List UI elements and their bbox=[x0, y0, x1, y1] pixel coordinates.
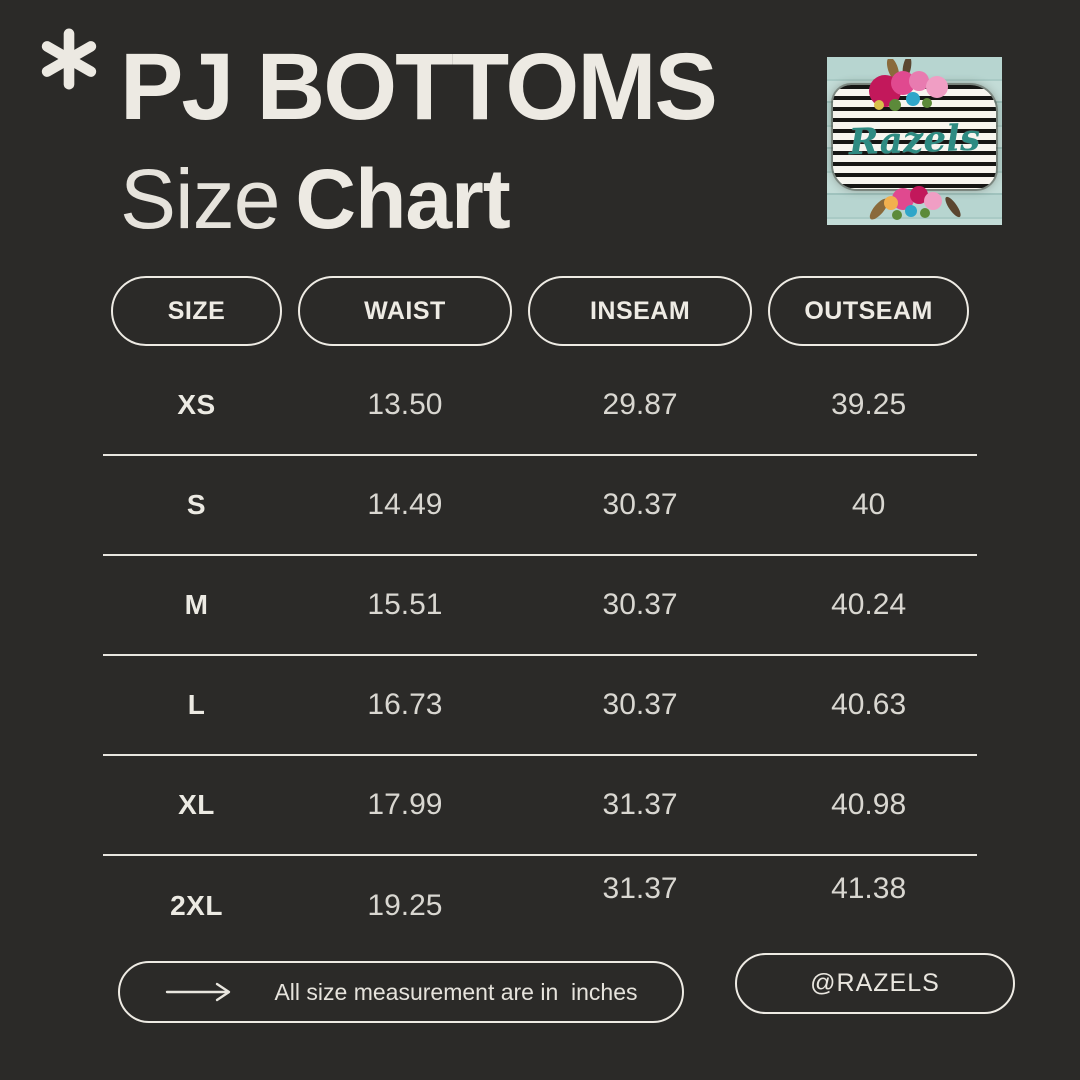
measurement-note-pill: All size measurement are in inches bbox=[118, 961, 684, 1023]
asterisk-icon bbox=[41, 28, 97, 90]
cell-inseam: 30.37 bbox=[602, 488, 678, 521]
brand-logo: Razels bbox=[827, 57, 1002, 225]
cell-inseam: 30.37 bbox=[602, 688, 678, 721]
title-subtitle-chart: Chart bbox=[295, 152, 510, 246]
measurement-note-text: All size measurement are in inches bbox=[274, 978, 638, 1005]
cell-waist: 13.50 bbox=[367, 388, 443, 421]
cell-outseam: 41.38 bbox=[831, 872, 907, 905]
table-row: 2XL 19.25 31.37 41.38 bbox=[103, 856, 977, 948]
table-row: L 16.73 30.37 40.63 bbox=[103, 656, 977, 756]
cell-outseam: 39.25 bbox=[831, 388, 907, 421]
cell-waist: 19.25 bbox=[367, 889, 443, 922]
page-title: PJ BOTTOMS Size Chart bbox=[120, 34, 718, 242]
cell-size: XL bbox=[178, 789, 215, 820]
cell-inseam: 31.37 bbox=[602, 872, 678, 905]
cell-size: 2XL bbox=[170, 890, 223, 921]
cell-size: XS bbox=[177, 389, 216, 420]
cell-size: M bbox=[184, 589, 209, 620]
cell-waist: 17.99 bbox=[367, 788, 443, 821]
cell-outseam: 40.98 bbox=[831, 788, 907, 821]
column-header-pill: SIZE bbox=[111, 276, 283, 346]
table-header-row: SIZE WAIST INSEAM OUTSEAM bbox=[103, 276, 977, 346]
brand-handle-text: @RAZELS bbox=[810, 969, 940, 997]
cell-waist: 14.49 bbox=[367, 488, 443, 521]
column-header-pill: OUTSEAM bbox=[768, 276, 969, 346]
cell-size: L bbox=[187, 689, 206, 720]
size-chart-table: SIZE WAIST INSEAM OUTSEAM XS 13.50 29.87 39… bbox=[103, 276, 977, 948]
cell-inseam: 29.87 bbox=[602, 388, 678, 421]
flower-cluster-bottom-icon bbox=[869, 186, 961, 220]
cell-inseam: 30.37 bbox=[602, 588, 678, 621]
flower-cluster-top-icon bbox=[869, 59, 948, 111]
cell-size: S bbox=[186, 489, 207, 520]
brand-handle-pill: @RAZELS bbox=[735, 953, 1015, 1014]
logo-brand-text: Razels bbox=[848, 116, 981, 164]
table-row: XS 13.50 29.87 39.25 bbox=[103, 356, 977, 456]
long-right-arrow-icon bbox=[166, 982, 231, 1002]
cell-outseam: 40.63 bbox=[831, 688, 907, 721]
column-header-pill: WAIST bbox=[298, 276, 512, 346]
title-subtitle: Size Chart bbox=[120, 157, 716, 241]
title-product: PJ BOTTOMS bbox=[120, 34, 718, 140]
column-header-pill: INSEAM bbox=[527, 276, 753, 346]
table-row: S 14.49 30.37 40 bbox=[103, 456, 977, 556]
title-subtitle-size: Size bbox=[120, 152, 280, 246]
cell-outseam: 40.24 bbox=[831, 588, 907, 621]
table-row: XL 17.99 31.37 40.98 bbox=[103, 756, 977, 856]
cell-outseam: 40 bbox=[851, 488, 886, 521]
table-row: M 15.51 30.37 40.24 bbox=[103, 556, 977, 656]
cell-waist: 15.51 bbox=[367, 588, 443, 621]
cell-waist: 16.73 bbox=[367, 688, 443, 721]
table-body: XS 13.50 29.87 39.25 S 14.49 30.37 40 M … bbox=[103, 356, 977, 948]
cell-inseam: 31.37 bbox=[602, 788, 678, 821]
